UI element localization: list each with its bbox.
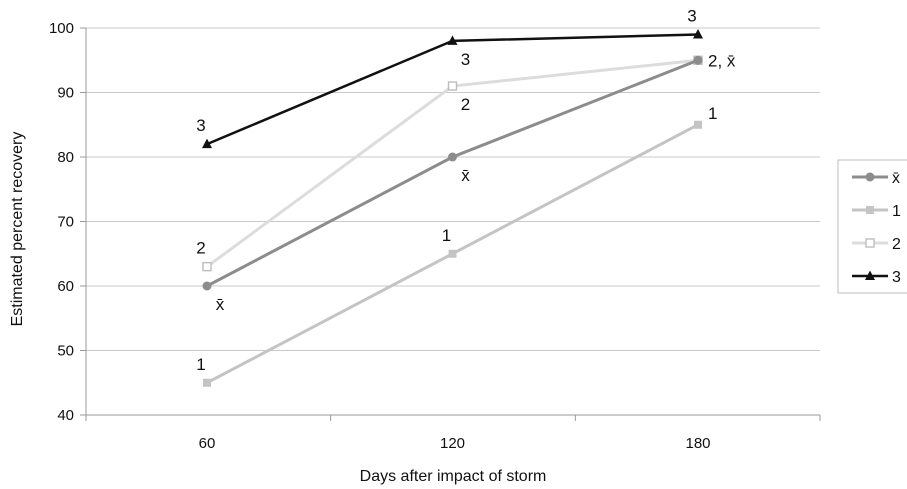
data-point: [448, 249, 457, 258]
point-label: 3: [687, 6, 696, 25]
point-label: 3: [196, 116, 205, 135]
data-point: [203, 378, 211, 387]
series-mean: [202, 55, 703, 291]
point-label: x̄: [216, 295, 225, 314]
y-tick-label: 80: [57, 149, 74, 166]
x-tick-label: 60: [199, 435, 216, 452]
point-label: 2, x̄: [708, 51, 736, 70]
data-point: [694, 120, 702, 129]
x-axis-title: Days after impact of storm: [360, 468, 547, 485]
legend-marker: [865, 238, 875, 248]
series-lines: [202, 28, 703, 387]
x-axis-ticks: 60 120 180: [199, 435, 711, 452]
point-label: 2: [461, 95, 470, 114]
point-label: 3: [461, 50, 470, 69]
legend-item: 2: [852, 236, 901, 253]
data-point: [447, 81, 458, 91]
x-tick-label: 120: [440, 435, 465, 452]
data-point: [447, 35, 458, 45]
legend-label: x̄: [892, 170, 900, 187]
y-tick-label: 70: [57, 214, 74, 231]
y-axis-ticks: 40 50 60 70 80 90 100: [49, 20, 74, 424]
legend: x̄ 1 2 3: [837, 159, 907, 294]
y-axis-title: Estimated percent recovery: [9, 132, 26, 327]
x-tick-label: 180: [685, 435, 710, 452]
legend-label: 1: [892, 203, 901, 220]
point-label: x̄: [461, 166, 470, 185]
point-label: 1: [442, 226, 451, 245]
point-label: 2: [196, 239, 205, 258]
data-point: [448, 152, 457, 162]
legend-item: 3: [852, 269, 901, 286]
legend-marker: [865, 172, 875, 182]
data-point: [693, 28, 703, 39]
legend-box: [837, 159, 907, 294]
y-tick-label: 90: [57, 85, 74, 102]
legend-item: x̄: [852, 170, 900, 187]
legend-label: 2: [892, 236, 901, 253]
data-point: [693, 55, 703, 65]
legend-item: 1: [852, 203, 901, 220]
series-3: [202, 28, 703, 149]
series-1: [203, 120, 702, 387]
data-point: [202, 138, 212, 149]
legend-label: 3: [892, 269, 901, 286]
y-tick-label: 50: [57, 343, 74, 360]
y-tick-label: 60: [57, 278, 74, 295]
point-labels: 3 2 x̄ 1 3 2 x̄ 1 3 2, x̄ 1: [196, 6, 736, 373]
data-point: [202, 261, 212, 272]
y-tick-label: 100: [49, 20, 74, 37]
data-point: [202, 281, 212, 291]
y-tick-label: 40: [57, 407, 74, 424]
point-label: 1: [708, 104, 717, 123]
legend-marker: [865, 270, 875, 280]
point-label: 1: [196, 355, 205, 374]
legend-marker: [866, 206, 874, 214]
